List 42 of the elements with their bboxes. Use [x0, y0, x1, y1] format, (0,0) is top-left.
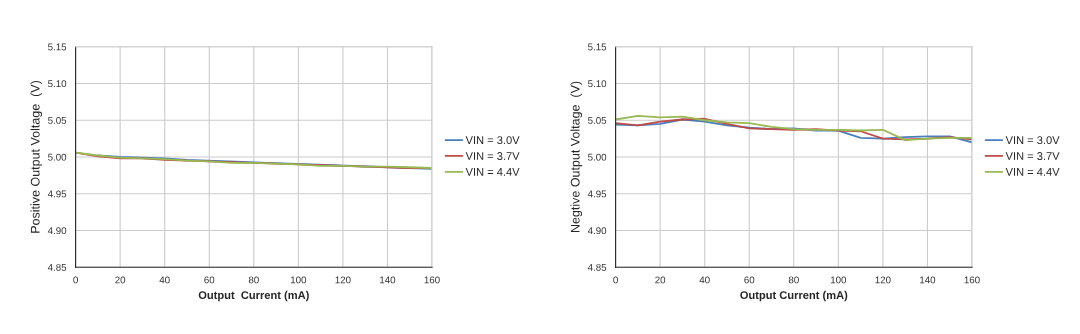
- y-tick-label: 5.10: [48, 80, 67, 88]
- y-tick-label: 4.95: [47, 190, 67, 198]
- y-tick-label: 4.90: [587, 227, 607, 235]
- legend-label: VIN = 4.4V: [465, 168, 520, 176]
- x-tick-label: 160: [964, 276, 980, 284]
- x-tick-label: 20: [115, 276, 126, 284]
- y-tick-label: 5.15: [48, 43, 67, 51]
- y-tick-label: 5.00: [588, 153, 607, 161]
- x-tick-label: 0: [613, 276, 618, 284]
- legend-label: VIN = 3.0V: [1005, 136, 1060, 145]
- x-tick-label: 140: [920, 276, 936, 284]
- y-tick-label: 5.05: [588, 116, 607, 124]
- x-tick-label: 80: [788, 276, 799, 284]
- x-axis-title: Output Current (mA): [198, 290, 309, 302]
- x-tick-label: 60: [204, 276, 215, 284]
- x-tick-label: 100: [830, 276, 847, 284]
- x-tick-label: 20: [655, 276, 666, 284]
- y-axis-title: Negtive Output Voltage (V): [570, 81, 583, 233]
- x-axis-title: Output Current (mA): [740, 290, 848, 302]
- legend-label: VIN = 3.7V: [465, 152, 520, 160]
- x-tick-label: 120: [875, 276, 891, 284]
- y-axis-title: Positive Output Voltage (V): [30, 80, 43, 233]
- y-tick-label: 4.90: [47, 227, 67, 235]
- legend-label: VIN = 3.0V: [465, 136, 520, 145]
- x-tick-label: 80: [248, 276, 259, 284]
- y-tick-label: 5.15: [588, 43, 607, 51]
- x-tick-label: 100: [290, 276, 307, 284]
- legend-label: VIN = 3.7V: [1005, 152, 1060, 160]
- y-tick-label: 4.95: [587, 190, 607, 198]
- y-tick-label: 5.10: [588, 80, 607, 88]
- y-tick-label: 5.05: [48, 116, 67, 124]
- x-tick-label: 160: [424, 276, 440, 284]
- x-tick-label: 60: [744, 276, 755, 284]
- x-tick-label: 40: [159, 276, 170, 284]
- y-tick-label: 4.85: [47, 263, 67, 271]
- y-tick-label: 4.85: [587, 263, 607, 271]
- x-tick-label: 40: [699, 276, 710, 284]
- x-tick-label: 0: [73, 276, 78, 284]
- x-tick-label: 120: [335, 276, 351, 284]
- y-tick-label: 5.00: [48, 153, 67, 161]
- x-tick-label: 140: [380, 276, 396, 284]
- legend-label: VIN = 4.4V: [1005, 168, 1060, 176]
